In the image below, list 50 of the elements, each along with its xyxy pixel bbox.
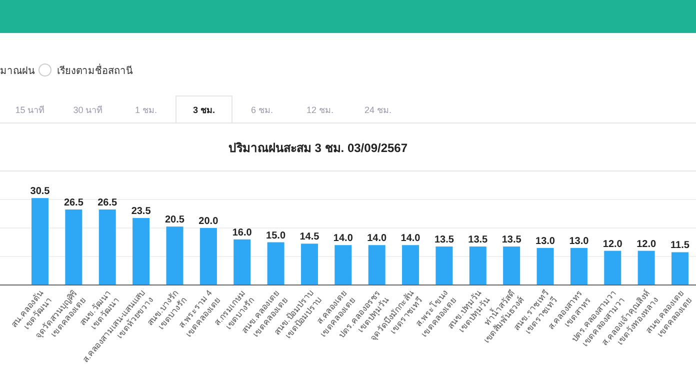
bar — [604, 250, 622, 285]
data-label: 14.5 — [300, 232, 320, 243]
data-label: 23.5 — [131, 206, 152, 218]
text: เรียงตามชื่อสถานี — [57, 63, 133, 77]
text: 12 ชม. — [306, 105, 334, 115]
data-label: 12.0 — [636, 238, 656, 250]
data-label: 14.0 — [400, 233, 421, 244]
bar — [98, 209, 116, 285]
data-label: 20.0 — [198, 216, 219, 227]
bar — [32, 198, 48, 285]
bar — [368, 245, 386, 285]
data-label: 26.5 — [64, 197, 84, 208]
bar — [638, 250, 655, 285]
bar — [672, 252, 688, 285]
text: 1 ชม. — [134, 105, 158, 115]
data-label: 13.0 — [569, 236, 590, 247]
data-label: 14.0 — [367, 233, 388, 244]
data-label: 26.5 — [98, 197, 118, 208]
bar — [300, 244, 318, 285]
bar — [200, 228, 217, 285]
data-label: 20.5 — [165, 214, 185, 226]
data-label: 13.5 — [502, 234, 522, 246]
bar — [503, 246, 520, 285]
bar — [166, 226, 184, 285]
bar — [65, 209, 82, 285]
data-label: 30.5 — [30, 186, 50, 198]
bar — [469, 246, 486, 285]
bar — [536, 248, 554, 285]
bar — [234, 239, 251, 285]
data-label: 13.5 — [434, 234, 454, 246]
bar — [132, 218, 150, 285]
data-label: 11.5 — [670, 240, 690, 252]
text: มาณฝน — [0, 66, 35, 77]
text: 24 ชม. — [364, 105, 392, 115]
chart-title: ปริมาณฝนสะสม 3 ชม. 03/09/2567 — [228, 141, 408, 155]
bar — [267, 242, 284, 285]
data-label: 13.5 — [468, 234, 488, 246]
text: 30 นาที — [73, 105, 103, 115]
data-label: 15.0 — [266, 230, 286, 242]
data-label: 12.0 — [602, 238, 623, 250]
data-label: 16.0 — [232, 227, 252, 238]
bar — [334, 245, 352, 285]
data-label: 14.0 — [333, 233, 354, 244]
data-label: 13.0 — [536, 236, 556, 247]
text: 3 ชม. — [192, 105, 216, 115]
bar — [436, 246, 453, 285]
text: 15 นาที — [15, 105, 45, 115]
text: 6 ชม. — [250, 105, 274, 115]
bar — [570, 248, 588, 285]
bar — [402, 245, 420, 285]
